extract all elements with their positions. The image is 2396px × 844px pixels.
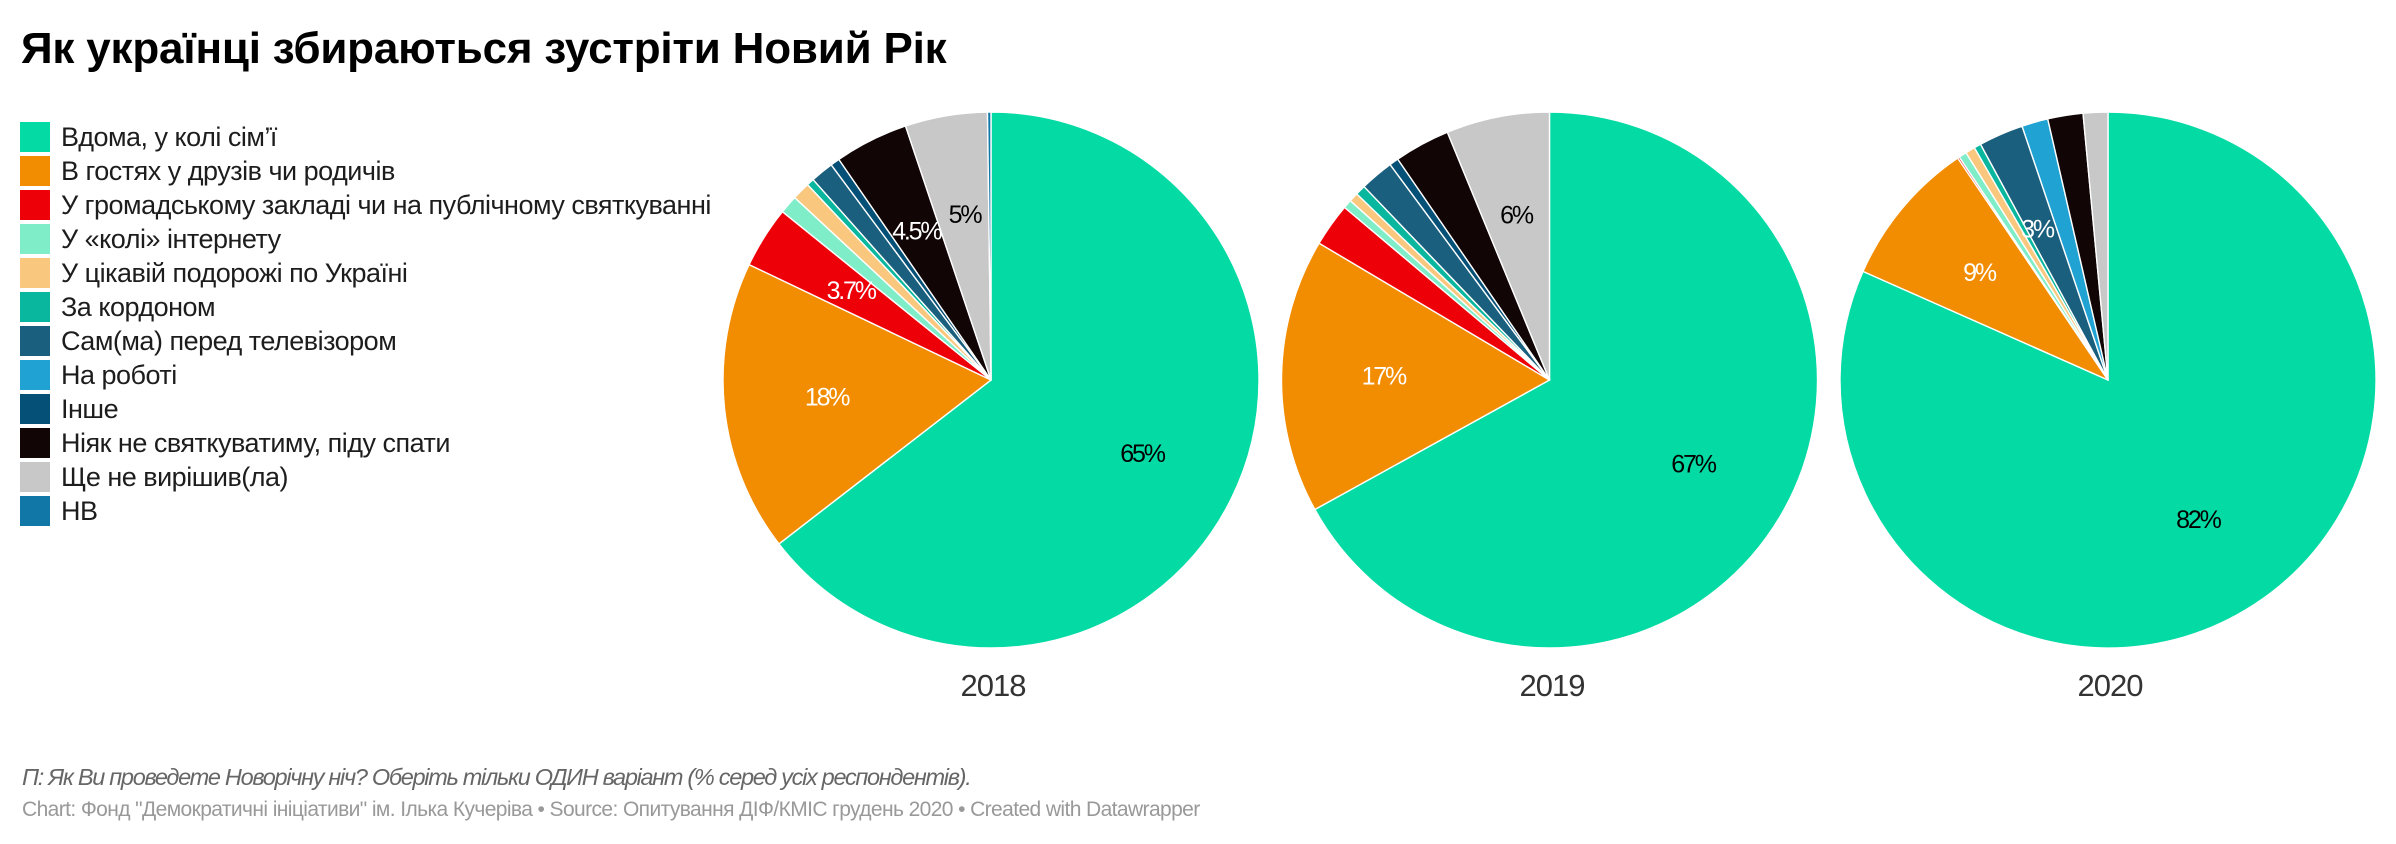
- svg-text:3%: 3%: [2021, 215, 2055, 243]
- svg-text:65%: 65%: [1120, 440, 1165, 468]
- svg-text:82%: 82%: [2176, 506, 2221, 534]
- svg-text:9%: 9%: [1963, 259, 1997, 287]
- svg-text:17%: 17%: [1362, 363, 1407, 391]
- svg-text:5%: 5%: [949, 201, 983, 229]
- svg-text:67%: 67%: [1671, 451, 1716, 479]
- svg-text:4.5%: 4.5%: [892, 217, 942, 245]
- svg-text:3.7%: 3.7%: [827, 277, 877, 305]
- svg-text:18%: 18%: [805, 384, 850, 412]
- svg-text:6%: 6%: [1500, 202, 1534, 230]
